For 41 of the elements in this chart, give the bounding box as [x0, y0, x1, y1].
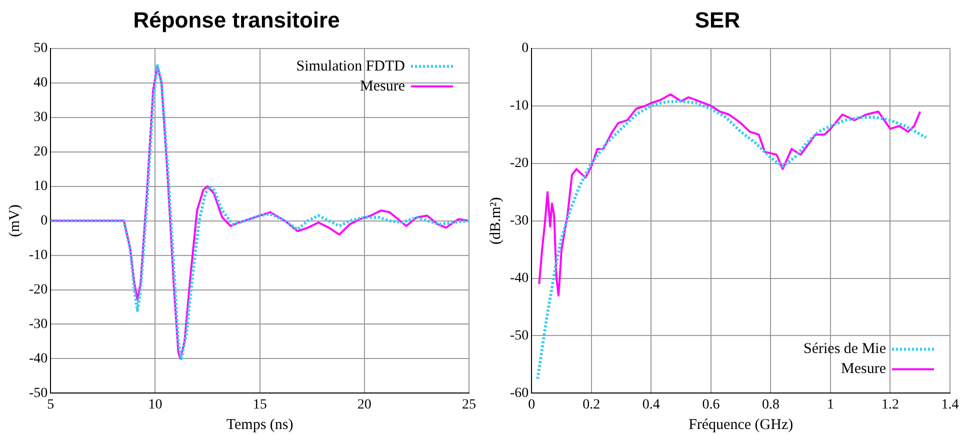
- chart-title: SER: [694, 7, 740, 32]
- x-tick-label: 5: [47, 397, 54, 412]
- legend-label: Séries de Mie: [804, 341, 886, 358]
- y-tick-label: -40: [28, 351, 48, 366]
- legend-label: Mesure: [841, 361, 886, 378]
- legend-label: Simulation FDTD: [296, 58, 406, 74]
- x-axis-title: Fréquence (GHz): [688, 416, 794, 433]
- y-tick-label: 40: [34, 76, 48, 91]
- y-tick-label: 10: [34, 178, 48, 194]
- x-axis-title: Temps (ns): [226, 416, 294, 433]
- x-tick-label: 1.4: [941, 397, 959, 412]
- x-tick-label: 0.4: [642, 397, 660, 412]
- y-tick-label: 50: [34, 41, 48, 56]
- y-tick-label: -20: [510, 156, 529, 172]
- x-tick-label: 20: [357, 397, 372, 412]
- line-series: [536, 100, 928, 380]
- y-tick-label: 0: [522, 41, 529, 56]
- x-tick-label: 1.2: [881, 397, 899, 412]
- y-tick-label: -10: [510, 98, 529, 114]
- x-tick-label: 10: [148, 397, 162, 412]
- y-tick-label: -30: [510, 213, 529, 228]
- y-tick-label: -30: [28, 316, 48, 332]
- y-tick-label: -40: [510, 270, 529, 286]
- y-axis-title: (dB.m²): [488, 197, 504, 245]
- y-tick-label: 0: [40, 213, 48, 228]
- y-tick-label: -50: [28, 386, 48, 401]
- x-tick-label: 0.2: [582, 397, 600, 412]
- legend-label: Mesure: [360, 78, 406, 94]
- y-tick-label: -50: [510, 328, 529, 344]
- y-tick-label: -10: [28, 248, 48, 263]
- y-tick-label: -20: [28, 282, 48, 298]
- chart-title: Réponse transitoire: [133, 7, 340, 32]
- x-tick-label: 15: [252, 397, 267, 412]
- x-tick-label: 0.8: [762, 397, 780, 412]
- y-tick-label: 20: [34, 144, 48, 160]
- y-tick-label: 30: [34, 110, 48, 126]
- x-tick-label: 0.6: [702, 397, 720, 412]
- y-axis-title: (mV): [6, 204, 23, 238]
- x-tick-label: 1: [826, 397, 834, 412]
- y-tick-label: -60: [510, 386, 529, 401]
- x-tick-label: 25: [462, 397, 476, 412]
